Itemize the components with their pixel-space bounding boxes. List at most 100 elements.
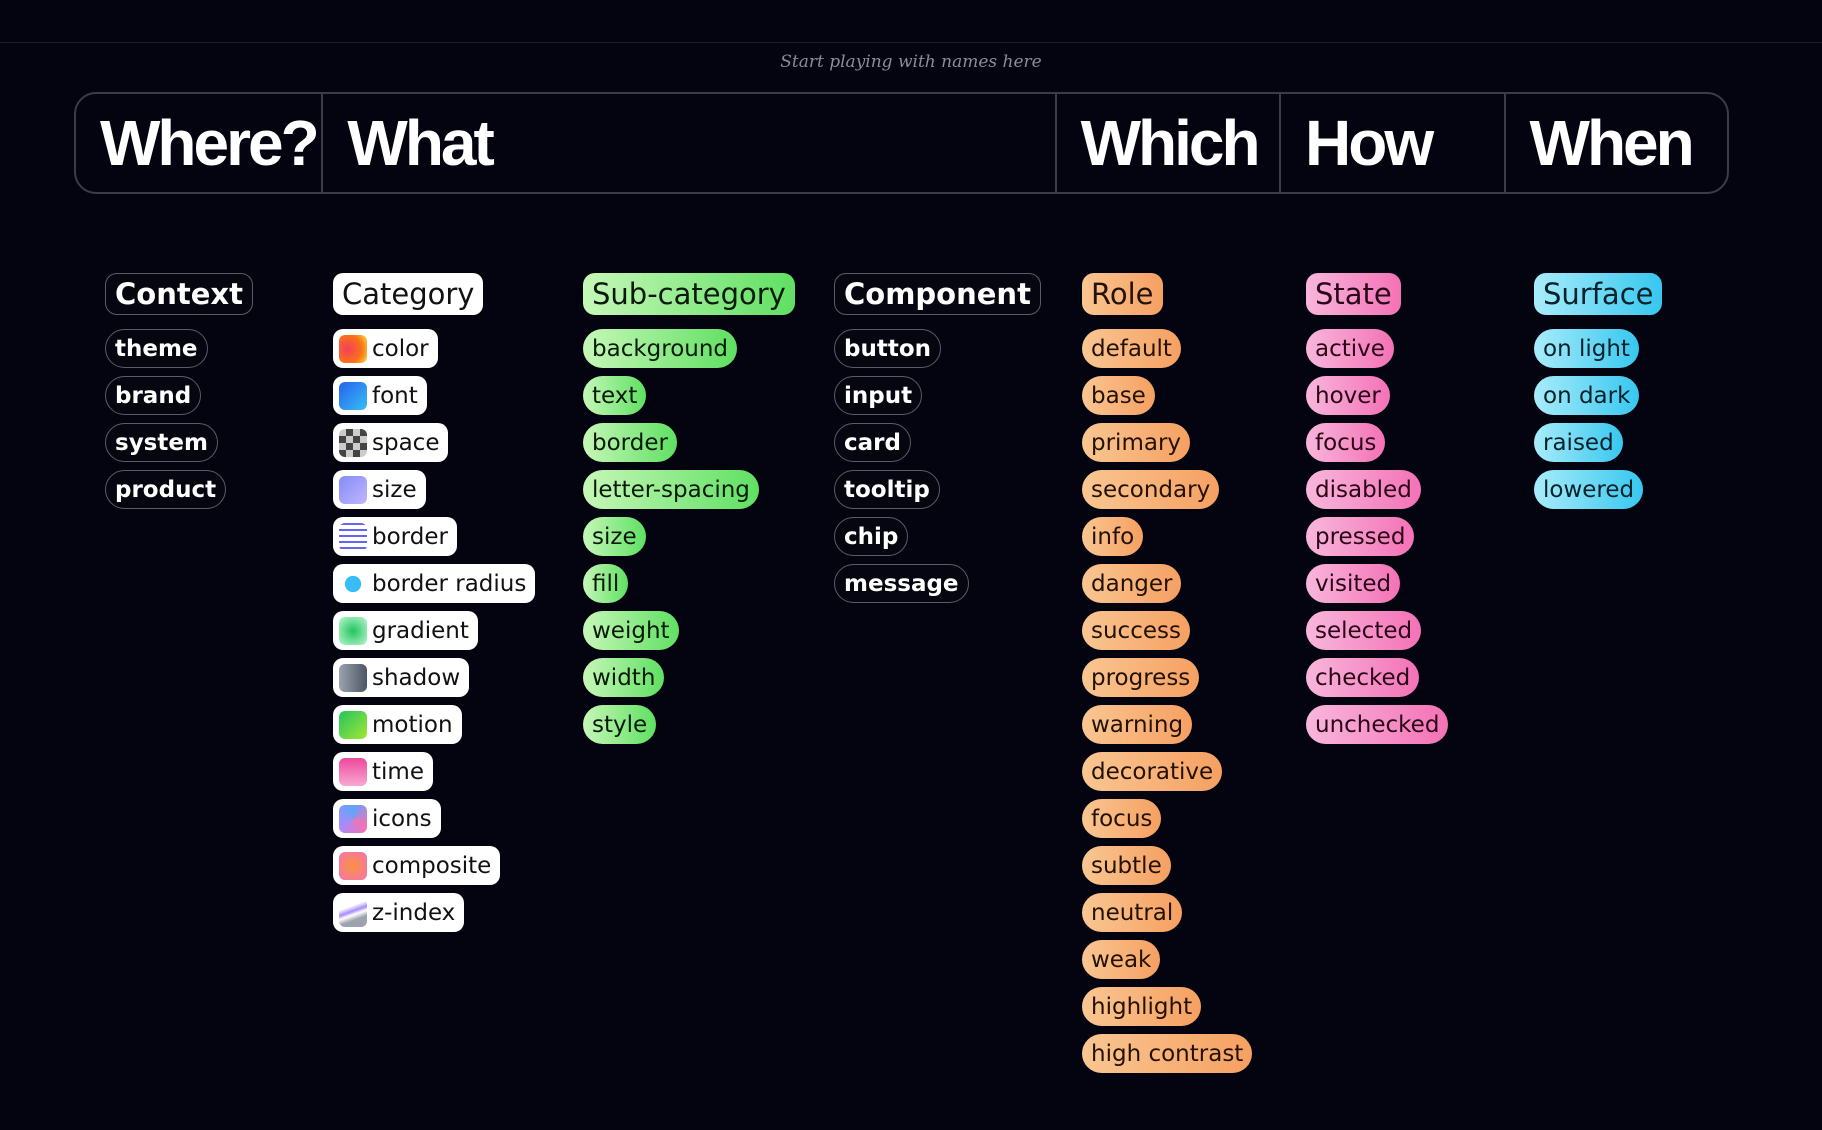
token-label: success: [1091, 617, 1181, 644]
token-chip[interactable]: progress: [1082, 658, 1200, 697]
token-chip[interactable]: composite: [333, 846, 501, 885]
column-heading: Sub-category: [583, 273, 795, 315]
token-chip[interactable]: highlight: [1082, 987, 1202, 1026]
token-label: hover: [1315, 382, 1381, 409]
token-chip[interactable]: weak: [1082, 940, 1161, 979]
token-chip[interactable]: product: [105, 470, 227, 509]
token-label: time: [372, 758, 424, 785]
token-chip[interactable]: pressed: [1306, 517, 1415, 556]
token-label: decorative: [1091, 758, 1214, 785]
token-icon: [339, 569, 367, 598]
token-chip[interactable]: visited: [1306, 564, 1401, 603]
token-label: highlight: [1091, 993, 1193, 1020]
token-chip[interactable]: letter-spacing: [583, 470, 759, 509]
token-chip[interactable]: high contrast: [1082, 1034, 1253, 1073]
token-chip[interactable]: hover: [1306, 376, 1390, 415]
token-label: icons: [372, 805, 432, 832]
token-chip[interactable]: z-index: [333, 893, 465, 932]
token-chip[interactable]: selected: [1306, 611, 1422, 650]
token-chip[interactable]: danger: [1082, 564, 1182, 603]
token-label: visited: [1315, 570, 1392, 597]
token-label: on light: [1543, 335, 1630, 362]
token-icon: [339, 334, 367, 363]
token-chip[interactable]: border: [583, 423, 677, 462]
token-label: brand: [115, 382, 192, 409]
token-label: disabled: [1315, 476, 1412, 503]
token-chip[interactable]: button: [834, 329, 942, 368]
token-chip[interactable]: width: [583, 658, 665, 697]
token-chip[interactable]: primary: [1082, 423, 1191, 462]
token-label: lowered: [1543, 476, 1635, 503]
token-chip[interactable]: lowered: [1534, 470, 1644, 509]
token-chip[interactable]: theme: [105, 329, 208, 368]
token-chip[interactable]: focus: [1082, 799, 1162, 838]
token-label: input: [844, 382, 913, 409]
token-chip[interactable]: success: [1082, 611, 1190, 650]
token-chip[interactable]: unchecked: [1306, 705, 1449, 744]
token-chip[interactable]: warning: [1082, 705, 1193, 744]
token-label: subtle: [1091, 852, 1162, 879]
token-chip[interactable]: border radius: [333, 564, 536, 603]
token-chip[interactable]: brand: [105, 376, 202, 415]
token-chip[interactable]: decorative: [1082, 752, 1223, 791]
column-heading: State: [1306, 273, 1401, 315]
token-chip[interactable]: default: [1082, 329, 1181, 368]
token-chip[interactable]: gradient: [333, 611, 478, 650]
token-chip[interactable]: space: [333, 423, 449, 462]
token-chip[interactable]: system: [105, 423, 218, 462]
token-label: space: [372, 429, 440, 456]
header-cell: When: [1529, 107, 1695, 179]
token-label: weak: [1091, 946, 1152, 973]
token-label: z-index: [372, 899, 456, 926]
token-chip[interactable]: time: [333, 752, 433, 791]
token-chip[interactable]: font: [333, 376, 427, 415]
token-chip[interactable]: icons: [333, 799, 441, 838]
token-chip[interactable]: on light: [1534, 329, 1639, 368]
token-label: width: [592, 664, 656, 691]
token-chip[interactable]: active: [1306, 329, 1394, 368]
token-label: text: [592, 382, 638, 409]
token-chip[interactable]: size: [583, 517, 646, 556]
token-label: background: [592, 335, 729, 362]
token-chip[interactable]: color: [333, 329, 438, 368]
token-chip[interactable]: checked: [1306, 658, 1420, 697]
token-chip[interactable]: base: [1082, 376, 1155, 415]
column-heading: Surface: [1534, 273, 1663, 315]
token-chip[interactable]: focus: [1306, 423, 1386, 462]
token-label: shadow: [372, 664, 461, 691]
token-label: high contrast: [1091, 1040, 1244, 1067]
column: Category color font space size border border r…: [333, 273, 536, 932]
token-icon: [339, 616, 367, 645]
token-chip[interactable]: style: [583, 705, 657, 744]
token-chip[interactable]: neutral: [1082, 893, 1183, 932]
token-label: weight: [592, 617, 670, 644]
token-chip[interactable]: raised: [1534, 423, 1623, 462]
token-chip[interactable]: size: [333, 470, 426, 509]
token-label: gradient: [372, 617, 469, 644]
token-chip[interactable]: fill: [583, 564, 629, 603]
token-chip[interactable]: disabled: [1306, 470, 1421, 509]
token-label: secondary: [1091, 476, 1211, 503]
hint: Start playing with names here: [780, 52, 1042, 72]
token-chip[interactable]: input: [834, 376, 923, 415]
token-label: focus: [1315, 429, 1377, 456]
token-chip[interactable]: subtle: [1082, 846, 1171, 885]
token-chip[interactable]: motion: [333, 705, 462, 744]
token-chip[interactable]: secondary: [1082, 470, 1220, 509]
token-chip[interactable]: chip: [834, 517, 909, 556]
token-chip[interactable]: shadow: [333, 658, 470, 697]
token-chip[interactable]: on dark: [1534, 376, 1640, 415]
token-chip[interactable]: border: [333, 517, 457, 556]
header-cell: Where?: [76, 94, 324, 192]
column: Sub-category background text border letter-s…: [583, 273, 795, 744]
token-chip[interactable]: background: [583, 329, 738, 368]
token-chip[interactable]: message: [834, 564, 969, 603]
token-chip[interactable]: weight: [583, 611, 679, 650]
token-label: system: [115, 429, 208, 456]
token-label: on dark: [1543, 382, 1631, 409]
token-chip[interactable]: text: [583, 376, 647, 415]
token-chip[interactable]: card: [834, 423, 911, 462]
header-cell: Which: [1057, 94, 1282, 192]
token-chip[interactable]: tooltip: [834, 470, 940, 509]
token-chip[interactable]: info: [1082, 517, 1144, 556]
